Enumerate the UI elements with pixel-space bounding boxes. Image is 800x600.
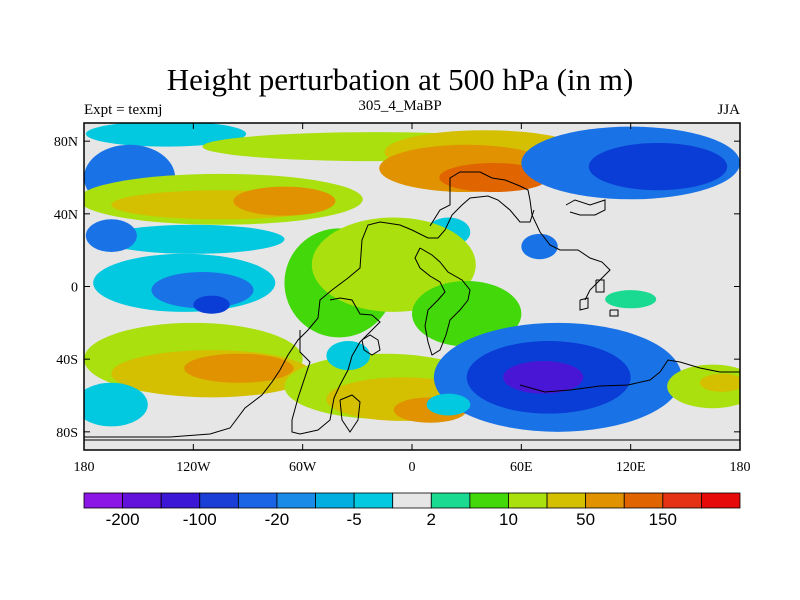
field-contour-11 <box>102 224 285 254</box>
colorbar-swatch-14 <box>623 492 664 509</box>
y-tick-label-1: 40N <box>54 208 78 223</box>
colorbar-swatch-13 <box>585 492 625 509</box>
chart-title: Height perturbation at 500 hPa (in m) <box>166 62 634 97</box>
x-tick-label-0: 180 <box>74 460 95 475</box>
field-contour-10 <box>233 186 336 216</box>
x-tick-label-1: 120W <box>176 460 211 475</box>
colorbar-label-5: 10 <box>499 510 518 529</box>
x-tick-label-5: 120E <box>616 460 646 475</box>
x-tick-label-6: 180 <box>730 460 751 475</box>
colorbar-label-1: -100 <box>183 510 217 529</box>
x-tick-label-2: 60W <box>289 460 317 475</box>
height-field <box>84 123 740 450</box>
field-contour-4 <box>439 162 549 193</box>
field-contour-6 <box>588 142 728 191</box>
colorbar-swatch-9 <box>430 492 471 509</box>
colorbar: -200 -100 -20 -5 2 10 50 150 <box>83 492 741 529</box>
y-tick-label-2: 0 <box>71 281 78 296</box>
field-contour-0 <box>85 123 247 147</box>
colorbar-swatch-0 <box>83 492 123 509</box>
coastline-south-atlantic <box>339 394 361 433</box>
case-label: 305_4_MaBP <box>358 98 442 114</box>
colorbar-label-3: -5 <box>347 510 362 529</box>
colorbar-swatch-16 <box>701 492 741 509</box>
field-contour-14 <box>521 233 558 260</box>
field-contour-35 <box>699 373 740 392</box>
x-axis: 180 120W 60W 0 60E 120E 180 <box>74 123 751 475</box>
colorbar-swatch-8 <box>392 492 432 509</box>
coastline-japan <box>565 199 606 216</box>
field-contour-12 <box>85 219 137 252</box>
y-tick-label-0: 80N <box>54 135 78 150</box>
field-contour-20 <box>412 281 522 347</box>
x-tick-label-4: 60E <box>510 460 533 475</box>
coastline-south-america <box>291 297 381 435</box>
colorbar-label-4: 2 <box>427 510 436 529</box>
colorbar-swatch-4 <box>237 492 278 509</box>
field-contour-21 <box>605 290 657 309</box>
colorbar-swatch-5 <box>276 492 316 509</box>
field-contour-17 <box>193 295 230 314</box>
coastline-americas <box>84 195 535 438</box>
field-contour-16 <box>151 271 254 309</box>
colorbar-label-6: 50 <box>576 510 595 529</box>
y-tick-label-3: 40S <box>56 353 78 368</box>
colorbar-swatch-3 <box>199 492 239 509</box>
colorbar-label-7: 150 <box>649 510 677 529</box>
colorbar-label-2: -20 <box>265 510 290 529</box>
colorbar-swatch-11 <box>508 492 548 509</box>
coastline-southern-continent <box>519 359 740 393</box>
colorbar-swatch-6 <box>315 492 355 509</box>
field-contour-25 <box>84 382 148 427</box>
field-contour-29 <box>326 341 371 371</box>
coastline-maritime-2 <box>595 279 605 293</box>
coastline-madagascar <box>361 334 381 356</box>
colorbar-label-0: -200 <box>106 510 140 529</box>
coastline-africa <box>414 247 471 356</box>
experiment-label: Expt = texmj <box>84 102 163 118</box>
colorbar-swatch-12 <box>546 492 587 509</box>
colorbar-swatch-10 <box>469 492 509 509</box>
colorbar-swatch-2 <box>160 492 201 509</box>
y-tick-label-4: 80S <box>56 426 78 441</box>
coastline-eurasia <box>429 171 611 301</box>
field-contour-32 <box>503 360 584 394</box>
field-contour-33 <box>426 393 471 416</box>
colorbar-swatch-7 <box>353 492 394 509</box>
colorbar-swatch-1 <box>122 492 162 509</box>
colorbar-swatch-15 <box>662 492 702 509</box>
coastline-new-guinea <box>609 309 619 317</box>
coastline-maritime <box>579 297 589 311</box>
y-axis: 80N 40N 0 40S 80S <box>54 135 740 441</box>
x-tick-label-3: 0 <box>409 460 416 475</box>
season-label: JJA <box>717 102 740 118</box>
field-contour-24 <box>184 353 294 383</box>
coastlines <box>84 171 740 441</box>
